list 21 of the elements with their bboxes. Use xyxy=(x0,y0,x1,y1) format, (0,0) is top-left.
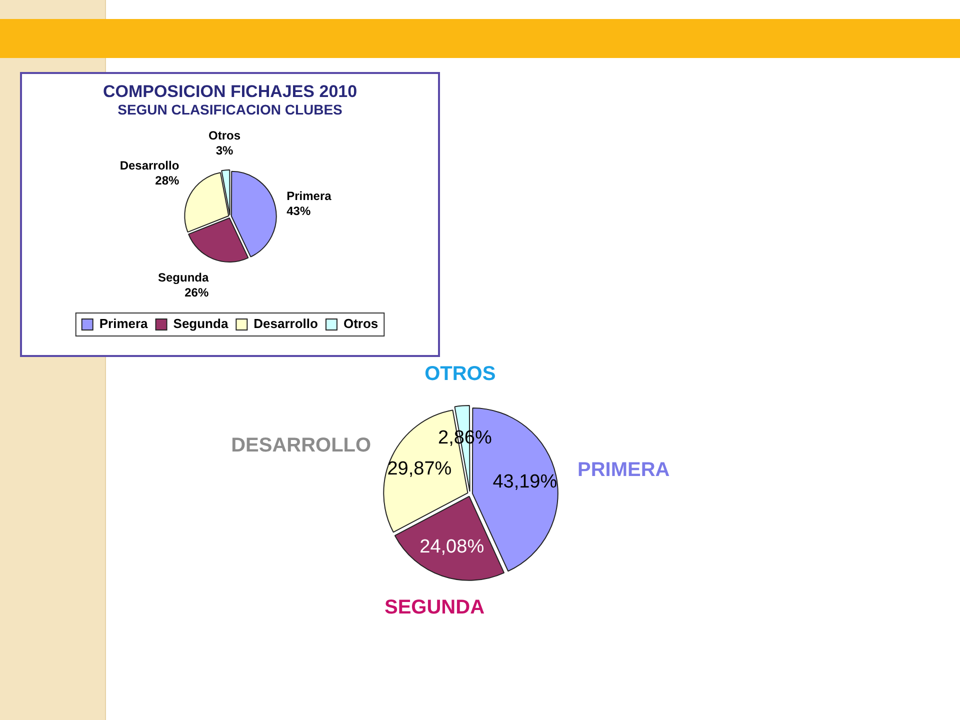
legend-label: Desarrollo xyxy=(254,316,318,332)
slice-label: Primera xyxy=(286,188,332,203)
slice-label: Segunda xyxy=(158,270,209,284)
data-label: 26% xyxy=(184,285,209,300)
data-label: 24,08% xyxy=(420,536,484,558)
legend-label: Primera xyxy=(99,316,149,332)
chart-subtitle: SEGUN CLASIFICACION CLUBES xyxy=(118,102,342,118)
data-label: 28% xyxy=(155,173,180,188)
data-label: 43,19% xyxy=(492,471,558,492)
slice-label: OTROS xyxy=(424,362,496,385)
slice-label: Otros xyxy=(208,128,241,143)
slice-label: PRIMERA xyxy=(577,459,670,482)
chart-title: COMPOSICION FICHAJES 2010 xyxy=(102,82,358,101)
slice-label: Desarrollo xyxy=(120,158,180,172)
legend-label: Segunda xyxy=(173,316,229,332)
data-label: 3% xyxy=(216,144,234,158)
data-label: 29,87% xyxy=(387,458,452,480)
slice-label: DESARROLLO xyxy=(231,434,372,456)
slice-label: SEGUNDA xyxy=(384,596,485,619)
legend-label: Otros xyxy=(343,316,378,332)
data-label: 43% xyxy=(286,204,311,218)
